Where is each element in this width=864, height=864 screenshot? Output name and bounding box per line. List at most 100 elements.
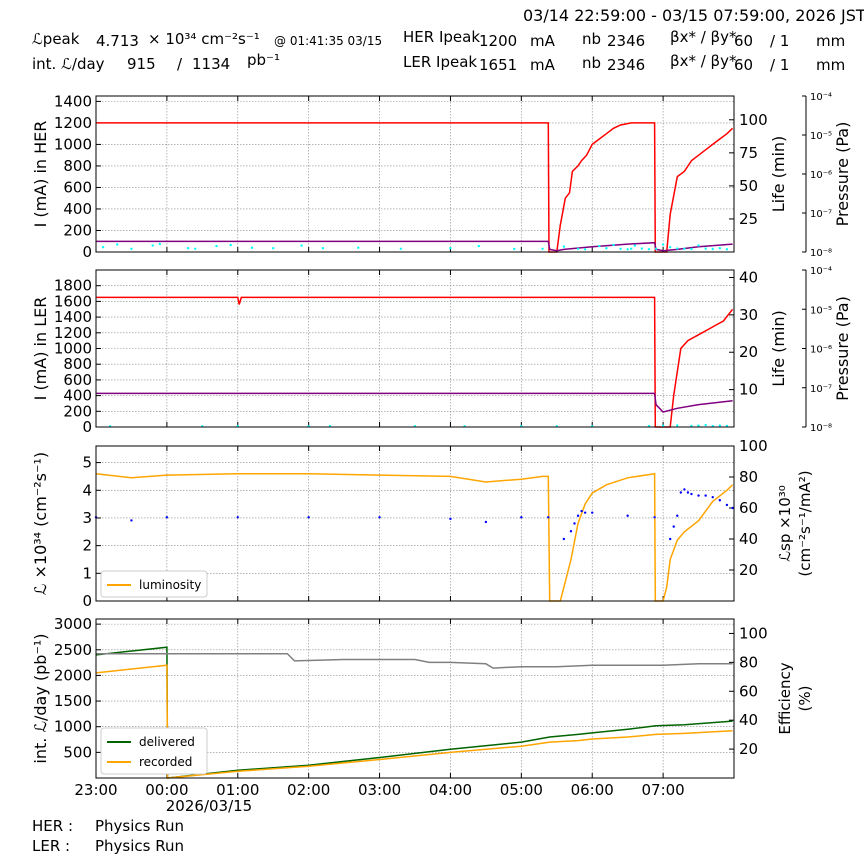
pressure-point xyxy=(676,424,679,427)
ler-ipeak-unit: mA xyxy=(530,56,555,74)
y-tick-label: 200 xyxy=(63,402,92,420)
specific-point xyxy=(573,522,576,525)
specific-point xyxy=(520,516,523,519)
pressure-tick-label: 10⁻⁶ xyxy=(810,345,832,356)
y2-tick-label: 80 xyxy=(739,468,758,486)
her-ipeak-value: 1200 xyxy=(479,32,518,50)
pressure-point xyxy=(186,247,190,250)
y-tick-label: 1600 xyxy=(54,292,92,310)
pressure-point xyxy=(661,243,665,246)
plot-frame xyxy=(95,445,735,602)
specific-point xyxy=(569,530,573,533)
x-tick-label: 23:00 xyxy=(74,781,117,799)
y2-tick-label: 100 xyxy=(739,624,768,642)
y2-tick-label: 40 xyxy=(739,711,758,729)
y-tick-label: 0 xyxy=(82,243,92,261)
y2-tick-label: 20 xyxy=(739,343,758,361)
specific-point xyxy=(718,499,722,502)
pressure-axis-label: Pressure (Pa) xyxy=(833,122,852,227)
specific-point xyxy=(676,514,679,517)
y-tick-label: 800 xyxy=(63,355,92,373)
her-ipeak-label: HER Ipeak xyxy=(403,28,480,46)
panel-1 xyxy=(95,95,807,253)
pressure-point xyxy=(669,245,672,249)
y2-tick-label: 60 xyxy=(739,499,758,517)
specific-point xyxy=(378,516,381,519)
y-tick-label: 4 xyxy=(82,481,92,499)
pressure-point xyxy=(158,242,161,246)
pressure-point xyxy=(661,424,665,428)
y2-axis-label: Life (min) xyxy=(769,310,788,387)
y2-tick-label: 75 xyxy=(739,144,758,162)
pressure-point xyxy=(272,247,275,250)
y-tick-label: 1800 xyxy=(54,277,92,295)
pressure-point xyxy=(697,424,700,427)
pressure-point xyxy=(598,244,601,248)
y-tick-label: 3000 xyxy=(54,615,92,633)
lpeak-label: ℒpeak xyxy=(32,30,80,48)
luminosity-line xyxy=(95,472,734,602)
pressure-point xyxy=(583,248,587,251)
x-tick-label: 07:00 xyxy=(641,781,684,799)
pressure-point xyxy=(619,247,622,250)
pressure-point xyxy=(718,424,722,427)
y2-axis-label-unit: (%) xyxy=(796,686,814,712)
y-tick-label: 800 xyxy=(63,157,92,175)
y2-tick-label: 60 xyxy=(739,682,758,700)
pressure-point xyxy=(697,244,700,247)
pressure-point xyxy=(101,245,105,249)
pressure-tick-label: 10⁻⁷ xyxy=(810,209,832,220)
pressure-tick-label: 10⁻⁵ xyxy=(810,131,832,142)
pressure-point xyxy=(513,247,516,251)
intl-total: 1134 xyxy=(192,55,231,73)
pressure-point xyxy=(562,245,566,248)
pressure-point xyxy=(718,247,722,250)
x-tick-label: 01:00 xyxy=(216,781,259,799)
y-tick-label: 400 xyxy=(63,387,92,405)
y-tick-label: 1 xyxy=(82,564,92,582)
pressure-point xyxy=(683,247,686,250)
specific-point xyxy=(591,511,594,514)
pressure-tick-label: 10⁻⁷ xyxy=(810,384,832,395)
y-axis-label: I (mA) in LER xyxy=(31,297,50,401)
pressure-point xyxy=(647,248,651,251)
specific-point xyxy=(672,525,675,528)
y-tick-label: 1000 xyxy=(54,135,92,153)
her-nb-value: 2346 xyxy=(607,32,646,50)
pressure-tick-label: 10⁻⁴ xyxy=(810,92,832,103)
y2-tick-label: 40 xyxy=(739,268,758,286)
footer-her-status: Physics Run xyxy=(95,817,185,835)
pressure-point xyxy=(640,247,644,250)
specific-point xyxy=(690,492,693,496)
legend-label: luminosity xyxy=(139,578,201,592)
panel-2 xyxy=(95,269,807,428)
y-tick-label: 2 xyxy=(82,537,92,555)
pressure-point xyxy=(477,244,480,248)
y2-tick-label: 20 xyxy=(739,740,758,758)
y-tick-label: 500 xyxy=(63,743,92,761)
specific-point xyxy=(449,517,452,521)
legend-label: recorded xyxy=(139,755,192,769)
pressure-point xyxy=(725,248,729,251)
life-line xyxy=(96,240,733,252)
lpeak-time: @ 01:41:35 03/15 xyxy=(274,34,383,48)
pressure-point xyxy=(116,243,119,246)
x-tick-label: 03:00 xyxy=(358,781,401,799)
specific-point xyxy=(580,509,583,513)
pressure-axis-label: Pressure (Pa) xyxy=(833,296,852,401)
specific-point xyxy=(307,516,310,519)
ler-beta-unit: mm xyxy=(816,56,846,74)
x-tick-label: 04:00 xyxy=(429,781,472,799)
y-tick-label: 1000 xyxy=(54,718,92,736)
pressure-point xyxy=(151,244,154,247)
y-tick-label: 5 xyxy=(82,454,92,472)
plot-frame xyxy=(95,269,735,428)
ler-ipeak-value: 1651 xyxy=(479,56,518,74)
pressure-point xyxy=(704,423,707,427)
y2-axis-label: Efficiency xyxy=(776,662,794,734)
ler-nb-value: 2346 xyxy=(607,56,646,74)
specific-point xyxy=(669,537,672,541)
pressure-point xyxy=(690,247,693,251)
plot-frame xyxy=(95,618,735,779)
pressure-tick-label: 10⁻⁸ xyxy=(810,423,832,434)
